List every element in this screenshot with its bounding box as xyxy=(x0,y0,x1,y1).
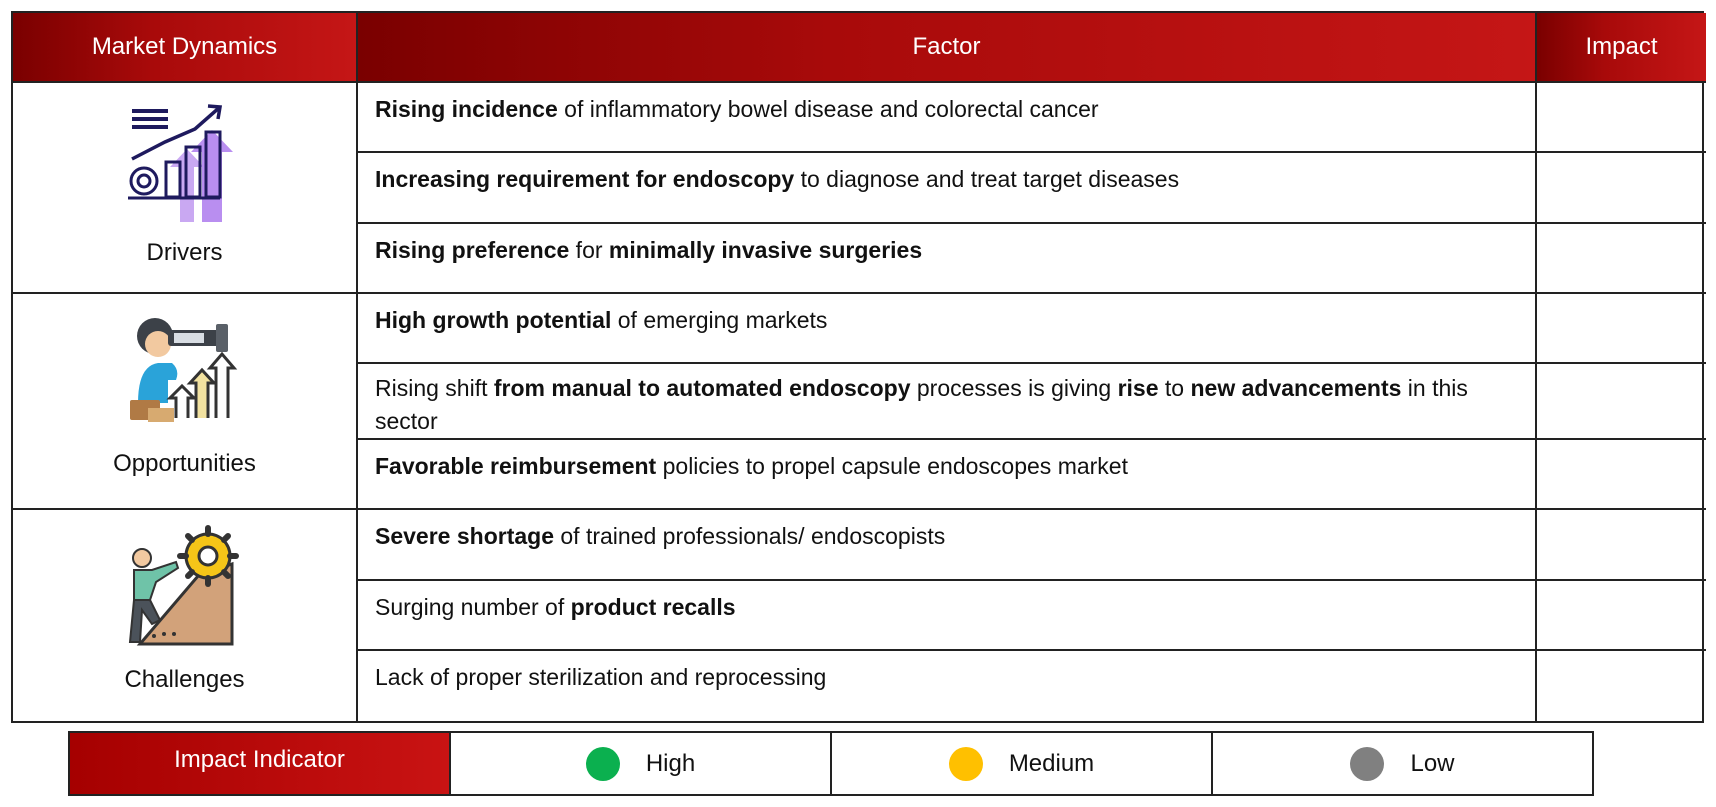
factor-row: Rising incidence of inflammatory bowel d… xyxy=(358,83,1537,154)
market-dynamics-table: Market Dynamics Factor Impact Drivers Ri… xyxy=(11,11,1706,723)
person-telescope-icon xyxy=(129,317,237,422)
header-market-dynamics: Market Dynamics xyxy=(13,13,358,83)
header-factor: Factor xyxy=(358,13,1537,83)
impact-cell xyxy=(1537,83,1706,154)
factor-row: Increasing requirement for endoscopy to … xyxy=(358,153,1537,224)
factor-row: Surging number of product recalls xyxy=(358,580,1537,651)
legend-label-high: High xyxy=(645,749,696,777)
factor-row: Rising shift from manual to automated en… xyxy=(358,364,1537,440)
impact-cell xyxy=(1537,364,1706,440)
high-dot-icon xyxy=(585,746,620,781)
impact-cell xyxy=(1537,224,1706,294)
medium-dot-icon xyxy=(948,746,983,781)
impact-cell xyxy=(1537,153,1706,224)
factor-row: Favorable reimbursement policies to prop… xyxy=(358,440,1537,511)
low-dot-icon xyxy=(1350,746,1385,781)
factor-row: Severe shortage of trained professionals… xyxy=(358,510,1537,581)
category-opportunities: Opportunities xyxy=(13,293,358,511)
category-label-drivers: Drivers xyxy=(146,239,223,266)
legend-label-medium: Medium xyxy=(1008,749,1095,777)
category-label-opportunities: Opportunities xyxy=(113,449,256,477)
legend-item-medium: Medium xyxy=(832,733,1213,794)
legend-item-low: Low xyxy=(1213,733,1592,794)
impact-cell xyxy=(1537,440,1706,511)
factor-row: Rising preference for minimally invasive… xyxy=(358,223,1537,294)
legend-title: Impact Indicator xyxy=(70,733,451,794)
impact-legend: Impact Indicator High Medium Low xyxy=(68,731,1594,796)
person-climbing-gear-icon xyxy=(128,525,239,646)
growth-chart-icon xyxy=(127,104,233,222)
impact-cell xyxy=(1537,510,1706,581)
impact-cell xyxy=(1537,581,1706,651)
factor-row: High growth potential of emerging market… xyxy=(358,293,1537,364)
legend-item-high: High xyxy=(451,733,832,794)
category-label-challenges: Challenges xyxy=(124,666,245,694)
category-drivers: Drivers xyxy=(13,83,358,294)
legend-label-low: Low xyxy=(1410,749,1455,777)
impact-cell xyxy=(1537,294,1706,364)
category-challenges: Challenges xyxy=(13,510,358,721)
factor-row: Lack of proper sterilization and reproce… xyxy=(358,650,1537,721)
header-impact: Impact xyxy=(1537,13,1706,83)
impact-cell xyxy=(1537,651,1706,721)
